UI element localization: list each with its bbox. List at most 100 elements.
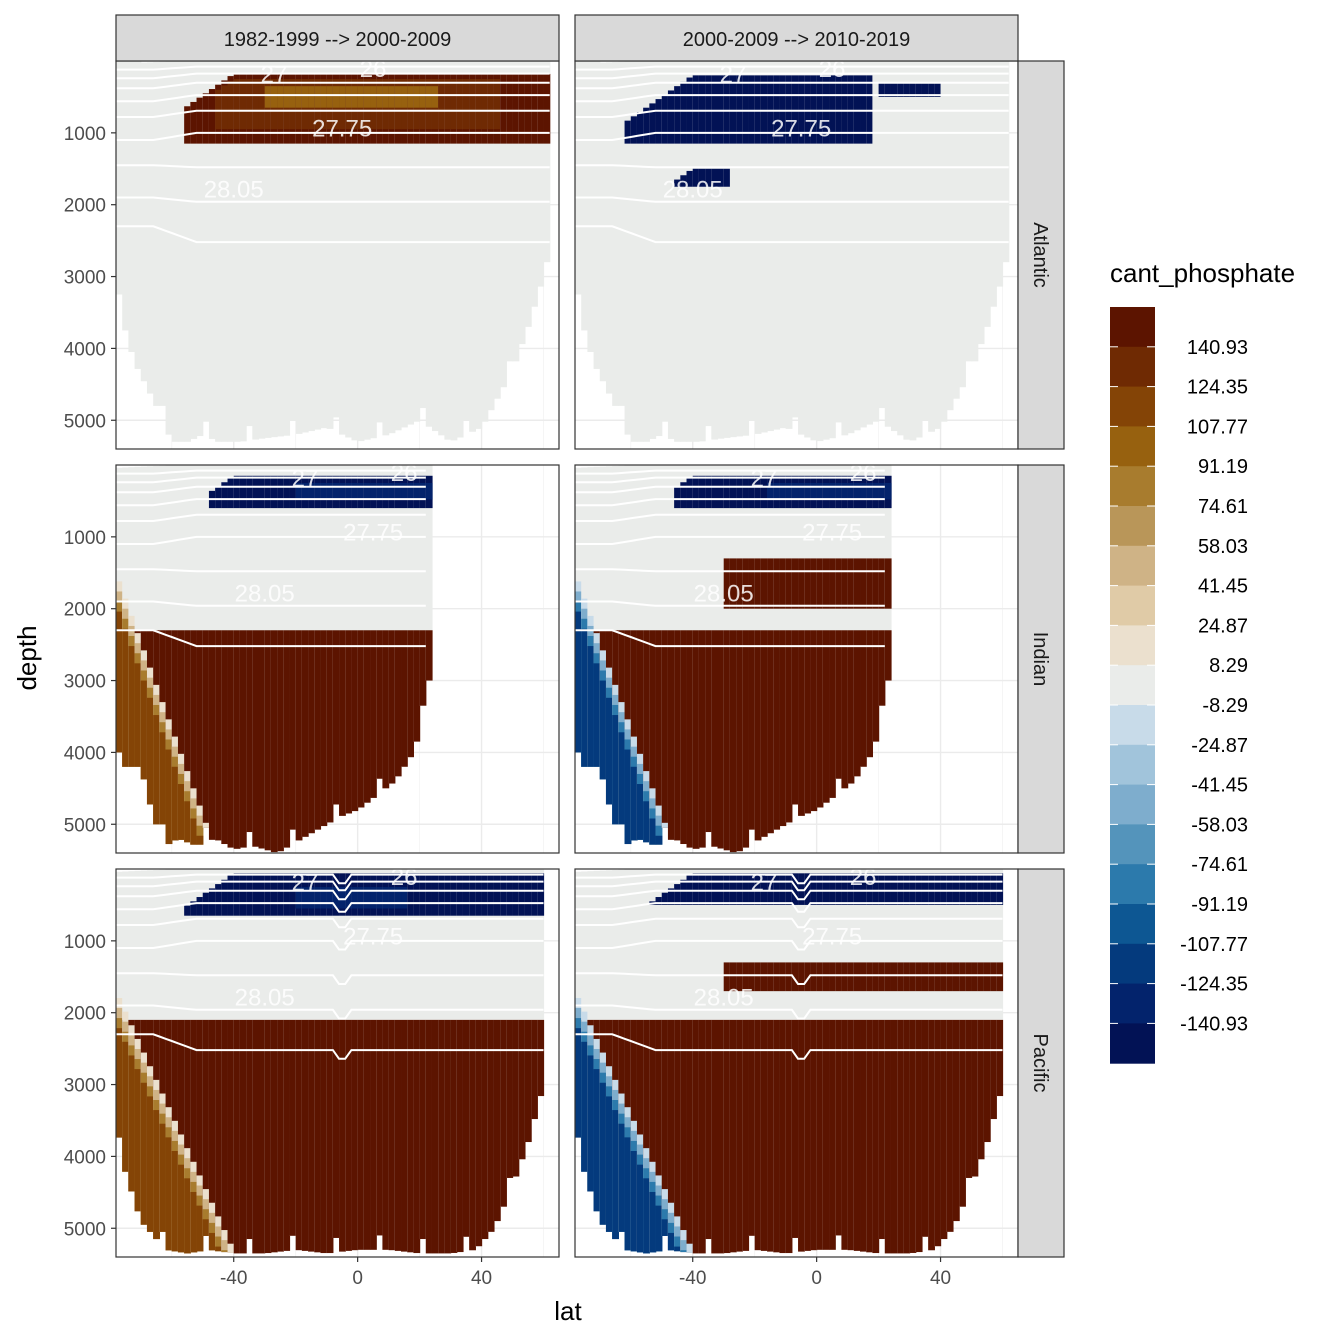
section-field: 26 27 27.75 28.05 bbox=[116, 465, 433, 853]
bottom-water-band bbox=[122, 628, 129, 767]
section-column bbox=[748, 61, 756, 421]
section-column bbox=[903, 61, 911, 440]
upper-ocean-band bbox=[785, 558, 793, 609]
section-column bbox=[996, 61, 1004, 287]
deep-band bbox=[351, 630, 359, 812]
section-column bbox=[339, 61, 346, 435]
section-column bbox=[934, 61, 942, 429]
section-column bbox=[928, 61, 935, 432]
deep-band bbox=[779, 630, 787, 827]
upper-ocean-band bbox=[233, 475, 241, 509]
upper-ocean-band bbox=[221, 482, 229, 509]
section-column bbox=[227, 61, 235, 442]
upper-ocean-band bbox=[382, 86, 390, 108]
deep-band bbox=[748, 630, 756, 830]
upper-ocean-band bbox=[866, 962, 873, 992]
bottom-water-band bbox=[177, 1164, 185, 1253]
bottom-water-band bbox=[661, 822, 669, 828]
isopycnal-line bbox=[116, 535, 426, 545]
section-column bbox=[246, 61, 253, 427]
deep-band bbox=[233, 630, 241, 849]
isopycnal-line bbox=[116, 94, 550, 103]
section-column bbox=[444, 61, 452, 440]
deep-band bbox=[270, 630, 278, 853]
deep-band bbox=[816, 630, 824, 808]
isopycnal-label: 27 bbox=[292, 466, 319, 493]
deep-band bbox=[729, 1019, 737, 1253]
section-column bbox=[469, 61, 476, 432]
upper-ocean-band bbox=[754, 962, 762, 992]
upper-ocean-band bbox=[394, 482, 402, 500]
upper-ocean-band bbox=[996, 873, 1004, 905]
upper-ocean-band bbox=[370, 886, 377, 909]
deep-band bbox=[829, 630, 836, 798]
upper-ocean-band bbox=[215, 89, 222, 130]
deep-band bbox=[277, 630, 284, 852]
upper-ocean-band bbox=[754, 873, 762, 905]
upper-ocean-band bbox=[345, 886, 353, 909]
upper-ocean-band bbox=[425, 482, 433, 500]
deep-band bbox=[742, 630, 750, 848]
section-column bbox=[252, 61, 260, 440]
upper-ocean-band bbox=[190, 101, 198, 144]
section-column bbox=[425, 61, 433, 427]
section-column bbox=[531, 869, 538, 1120]
upper-ocean-band bbox=[816, 75, 824, 144]
section-column bbox=[171, 61, 179, 442]
upper-ocean-band bbox=[785, 962, 793, 992]
upper-ocean-band bbox=[934, 962, 942, 992]
upper-ocean-band bbox=[425, 873, 433, 916]
deep-band bbox=[481, 1019, 489, 1240]
upper-ocean-band bbox=[903, 962, 911, 992]
deep-band bbox=[537, 1019, 545, 1097]
upper-ocean-band bbox=[767, 962, 774, 992]
section-column bbox=[841, 465, 849, 789]
upper-ocean-band bbox=[444, 78, 452, 130]
upper-ocean-band bbox=[810, 962, 818, 992]
deep-band bbox=[462, 1019, 470, 1237]
upper-ocean-band bbox=[264, 475, 272, 509]
bottom-water-band bbox=[649, 1191, 657, 1253]
bottom-water-band bbox=[674, 1246, 681, 1252]
legend-swatch bbox=[1110, 585, 1155, 626]
upper-ocean-band bbox=[884, 962, 892, 992]
section-field: 26 27 27.75 28.05 bbox=[575, 465, 892, 853]
upper-ocean-band bbox=[394, 86, 402, 108]
deep-band bbox=[897, 1019, 904, 1254]
section-column bbox=[357, 61, 365, 442]
upper-ocean-band bbox=[326, 886, 334, 909]
upper-ocean-band bbox=[884, 482, 892, 500]
deep-band bbox=[221, 630, 229, 845]
bottom-water-band bbox=[612, 1110, 619, 1240]
column-strip bbox=[115, 14, 560, 62]
bottom-water-band bbox=[575, 611, 582, 753]
upper-ocean-band bbox=[388, 886, 396, 909]
section-column bbox=[326, 61, 334, 429]
upper-ocean-band bbox=[810, 75, 818, 144]
deep-band bbox=[208, 1019, 216, 1251]
upper-ocean-band bbox=[928, 873, 935, 905]
upper-ocean-band bbox=[835, 962, 843, 992]
upper-ocean-band bbox=[258, 873, 266, 916]
isopycnal-label: 27.75 bbox=[771, 115, 831, 142]
legend-label: 8.29 bbox=[1209, 655, 1248, 677]
deep-band bbox=[655, 1019, 663, 1252]
section-column bbox=[264, 61, 272, 438]
deep-band bbox=[184, 1019, 191, 1254]
upper-ocean-band bbox=[791, 558, 799, 609]
bottom-water-band bbox=[177, 784, 185, 840]
deep-band bbox=[320, 630, 328, 827]
upper-ocean-band bbox=[277, 873, 284, 916]
deep-band bbox=[394, 1019, 402, 1251]
x-tick-label: 0 bbox=[811, 1268, 822, 1289]
deep-band bbox=[736, 1019, 743, 1252]
deep-band bbox=[698, 1019, 706, 1254]
upper-ocean-band bbox=[959, 962, 966, 992]
deep-band bbox=[314, 1019, 322, 1253]
deep-band bbox=[252, 1019, 260, 1254]
legend-swatch bbox=[1110, 466, 1155, 507]
upper-ocean-band bbox=[277, 86, 284, 108]
isopycnal-label: 27.75 bbox=[802, 519, 862, 546]
deep-band bbox=[184, 630, 191, 843]
legend-label: -41.45 bbox=[1191, 775, 1248, 797]
